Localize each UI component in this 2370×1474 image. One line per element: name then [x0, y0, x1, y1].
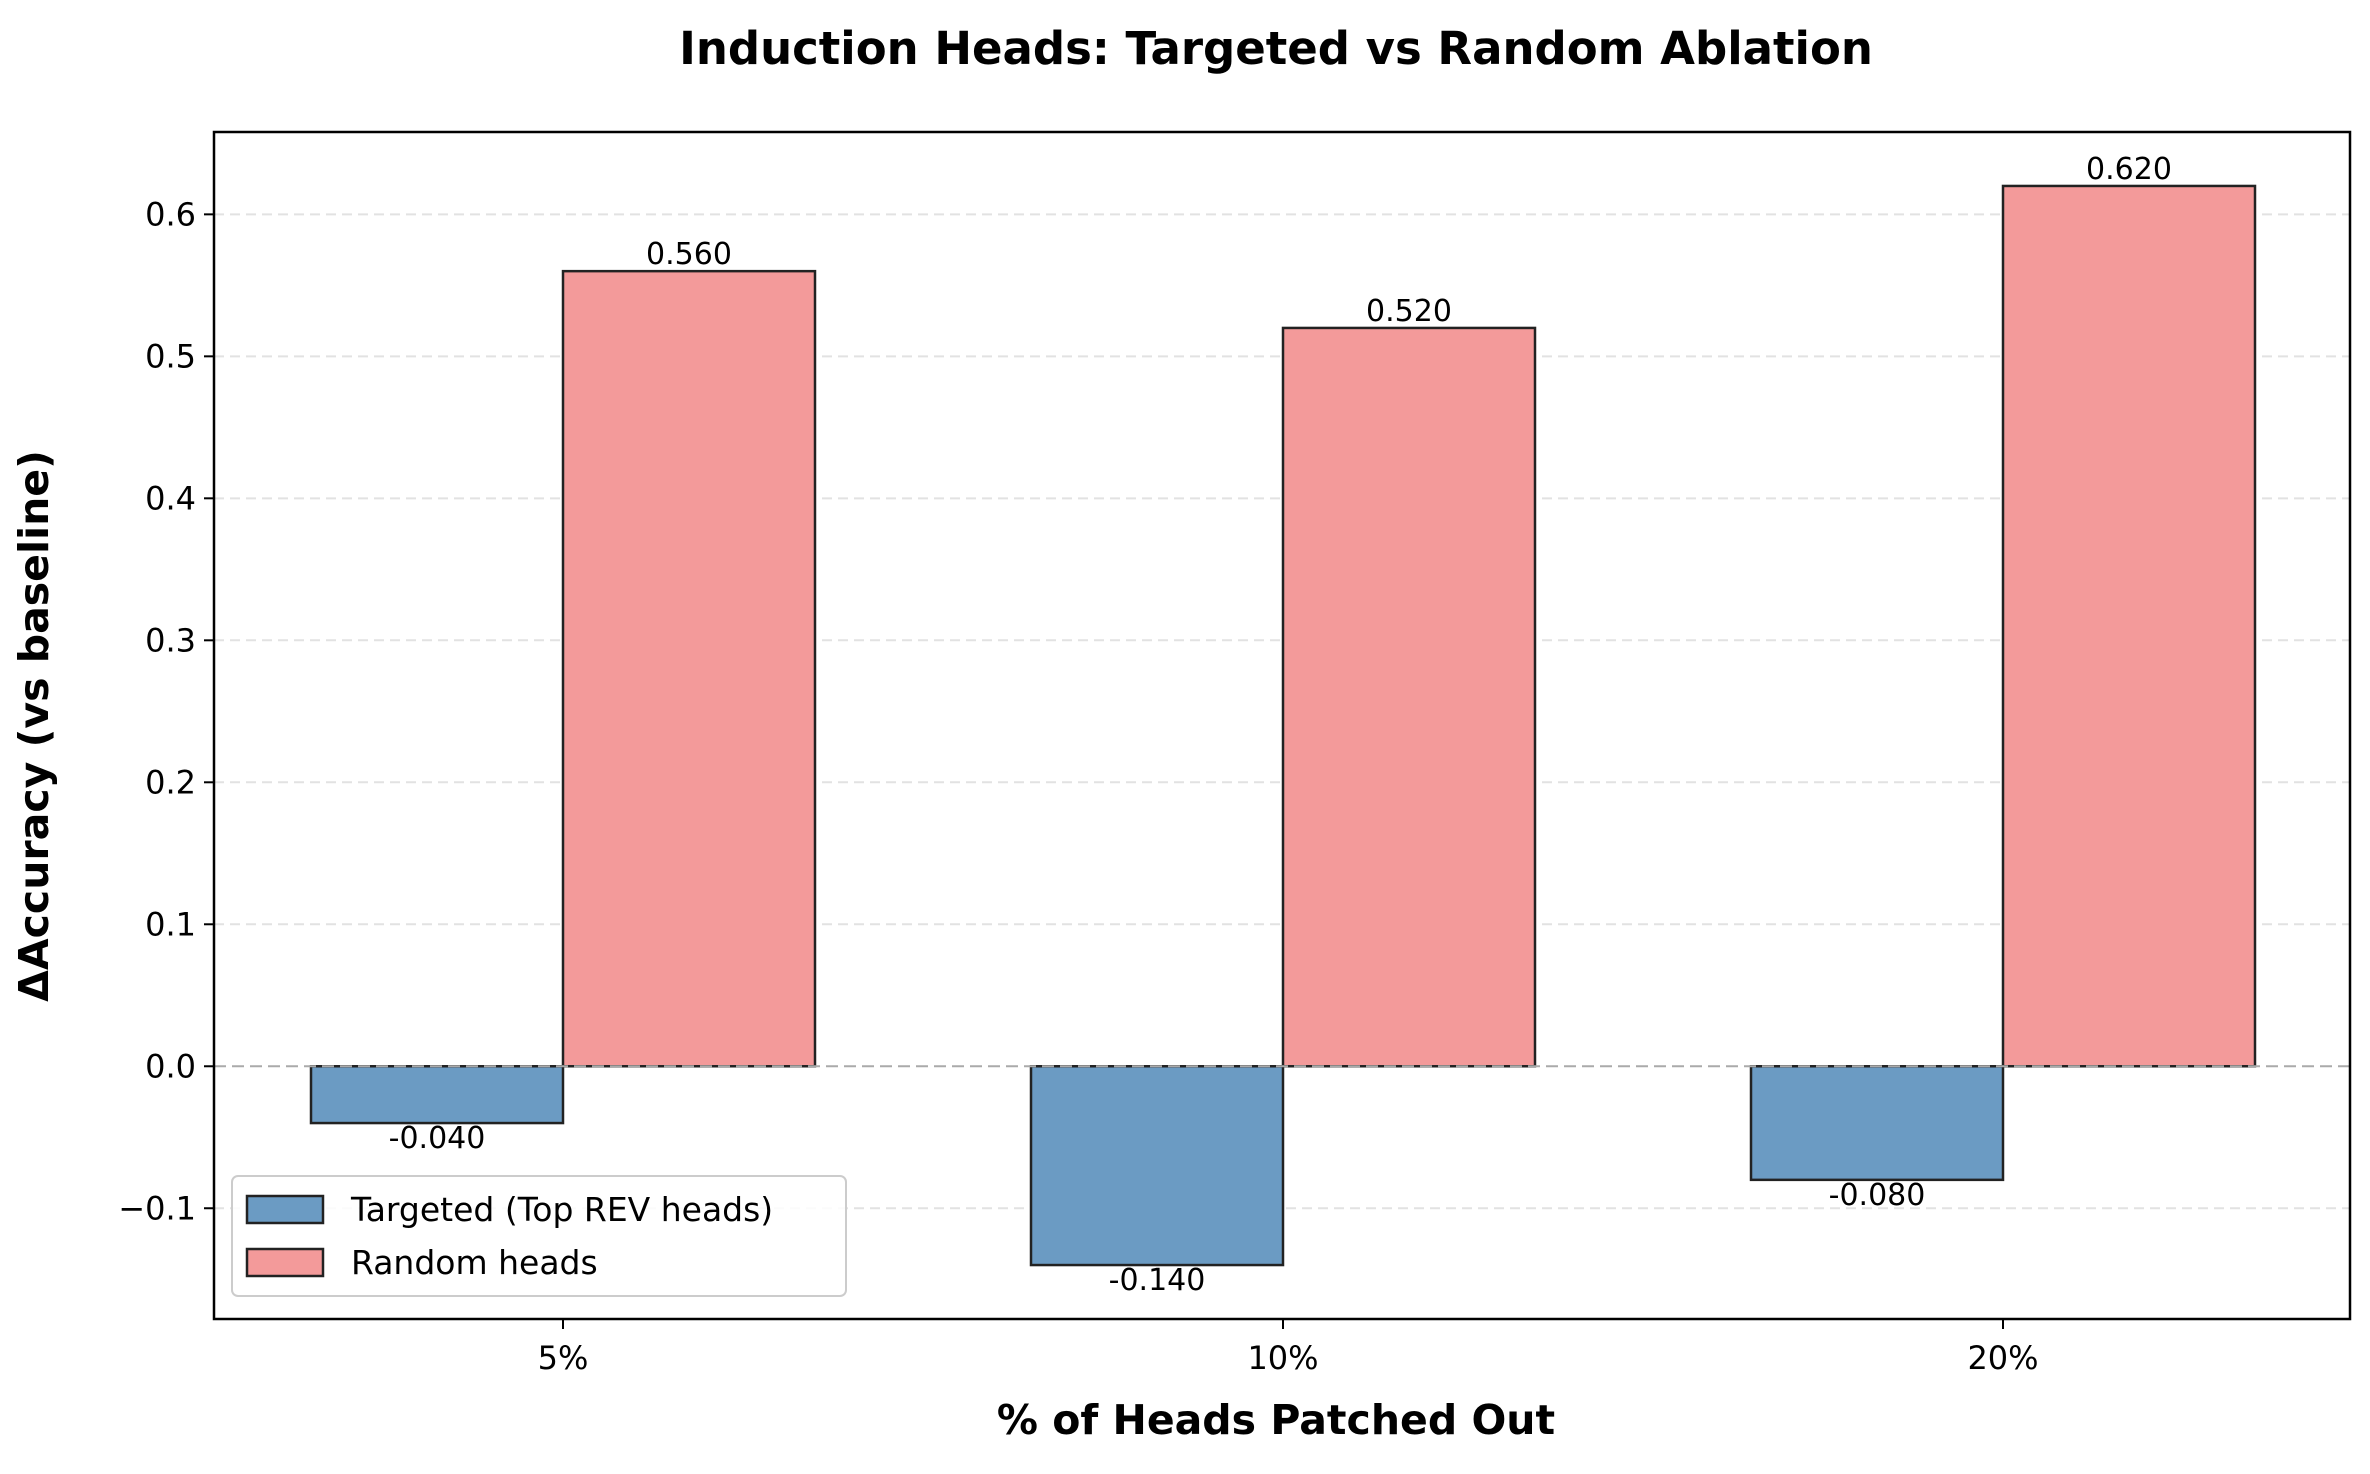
bars — [214, 184, 2350, 1267]
x-tick-label: 20% — [1967, 1339, 2038, 1377]
data-label: -0.140 — [1109, 1263, 1206, 1298]
x-tick-label: 10% — [1247, 1339, 1318, 1377]
data-labels: -0.040 -0.140 -0.080 0.560 0.520 0.620 — [389, 152, 2172, 1298]
y-tick-label: 0.5 — [145, 337, 196, 375]
legend: Targeted (Top REV heads) Random heads — [231, 1175, 847, 1297]
chart-title: Induction Heads: Targeted vs Random Abla… — [679, 22, 1873, 75]
y-tick-label: 0.4 — [145, 479, 196, 517]
y-tick-label: 0.2 — [145, 763, 196, 801]
data-label: 0.520 — [1366, 294, 1452, 329]
y-tick-label: 0.1 — [145, 905, 196, 943]
data-label: -0.040 — [389, 1121, 486, 1156]
legend-label-targeted: Targeted (Top REV heads) — [350, 1190, 773, 1229]
y-tick-label: 0.3 — [145, 621, 196, 659]
x-axis: 5% 10% 20% — [538, 1319, 2039, 1377]
legend-label-random: Random heads — [351, 1243, 598, 1282]
y-tick-label: −0.1 — [118, 1189, 196, 1227]
bar-random — [2001, 184, 2257, 1068]
bar-random — [1281, 326, 1537, 1068]
data-label: 0.560 — [646, 237, 732, 272]
legend-box — [231, 1175, 847, 1297]
y-axis: −0.1 0.0 0.1 0.2 0.3 0.4 0.5 0.6 — [118, 195, 214, 1227]
x-tick-label: 5% — [538, 1339, 589, 1377]
y-axis-label: ΔAccuracy (vs baseline) — [10, 450, 58, 1002]
bar-targeted — [1749, 1065, 2005, 1182]
y-tick-label: 0.6 — [145, 195, 196, 233]
y-tick-label: 0.0 — [145, 1047, 196, 1085]
data-label: -0.080 — [1829, 1178, 1926, 1213]
x-axis-label: % of Heads Patched Out — [997, 1396, 1555, 1444]
bar-targeted — [309, 1065, 565, 1125]
legend-swatch-targeted — [245, 1194, 325, 1225]
bar-targeted — [1029, 1065, 1285, 1267]
bar-random — [561, 269, 817, 1068]
legend-swatch-random — [245, 1247, 325, 1278]
data-label: 0.620 — [2086, 152, 2172, 187]
